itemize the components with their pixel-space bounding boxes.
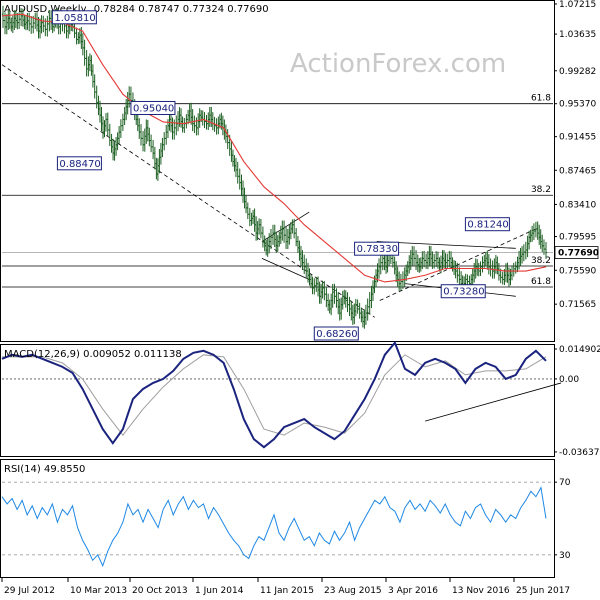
price-y-axis: 1.07215 1.03635 0.99282 0.95370 0.91455 0.874… <box>554 0 599 310</box>
annotation-text: 1.05810 <box>54 13 95 24</box>
rsi-title: RSI(14) 49.8550 <box>4 464 85 475</box>
price-symbol: AUDUSD,Weekly <box>4 4 87 15</box>
price-ohlc: 0.78284 0.78747 0.77324 0.77690 <box>94 4 269 15</box>
fib-label: 61.8 <box>531 94 551 104</box>
y-tick-label: 0.87465 <box>559 166 596 176</box>
annotation-text: 0.88470 <box>59 159 100 170</box>
price-title: AUDUSD,Weekly 0.78284 0.78747 0.77324 0.… <box>4 4 269 15</box>
current-price-box <box>554 246 599 259</box>
x-tick-label: 29 Jul 2012 <box>4 586 55 596</box>
macd-content <box>1 340 562 449</box>
price-annotations: 1.05810 0.95040 0.88470 0.78330 0.81240 0.732… <box>51 10 510 341</box>
annotation-box <box>130 100 176 115</box>
annotation-text: 0.78330 <box>357 244 398 255</box>
x-axis: 29 Jul 2012 10 Mar 2013 20 Oct 2013 1 Jun 2… <box>1 578 570 596</box>
rsi-y-axis: 70 30 <box>554 478 571 561</box>
y-tick-label: 0.014902 <box>559 345 600 355</box>
x-tick-label: 25 Jun 2017 <box>516 586 570 596</box>
y-tick-label: 0.91455 <box>559 133 596 143</box>
moving-average-line <box>1 13 547 283</box>
current-price-badge: 0.77690 <box>554 246 599 259</box>
rsi-content <box>1 481 553 568</box>
annotation-text: 0.81240 <box>467 220 508 231</box>
y-tick-label: 0.95370 <box>559 100 596 110</box>
fib-label: 38.2 <box>531 256 551 266</box>
y-tick-label: 0.99282 <box>559 67 596 77</box>
annotation-text: 0.68260 <box>316 329 357 340</box>
annotation-box <box>56 156 102 171</box>
price-annotation: 0.88470 <box>56 156 102 171</box>
trend-line <box>379 228 537 301</box>
annotation-box <box>313 326 359 341</box>
x-tick-label: 10 Mar 2013 <box>70 586 127 596</box>
trend-line <box>261 211 310 242</box>
price-annotation: 0.73280 <box>440 284 486 299</box>
x-tick-label: 3 Apr 2016 <box>388 586 438 596</box>
annotation-box <box>51 10 97 25</box>
price-moving-average <box>1 13 547 283</box>
y-tick-label: 0.00 <box>559 375 579 385</box>
macd-title: MACD(12,26,9) 0.009052 0.011138 <box>4 349 182 360</box>
price-annotation: 0.81240 <box>464 217 510 232</box>
x-tick-label: 20 Oct 2013 <box>132 586 188 596</box>
annotation-box <box>464 217 510 232</box>
y-tick-label: 0.75590 <box>559 266 596 276</box>
annotation-box <box>354 241 400 256</box>
y-tick-label: 70 <box>559 478 571 488</box>
y-tick-label: 1.07215 <box>559 0 596 10</box>
price-annotation: 0.95040 <box>130 100 176 115</box>
y-tick-label: 1.03635 <box>559 30 596 40</box>
y-tick-label: 0.71565 <box>559 300 596 310</box>
macd-line <box>1 340 547 449</box>
annotation-text: 0.95040 <box>133 103 174 114</box>
y-tick-label: -0.036374 <box>559 448 600 458</box>
fib-label: 61.8 <box>531 277 551 287</box>
annotation-text: 0.73280 <box>443 287 484 298</box>
current-price-value: 0.77690 <box>558 249 599 259</box>
x-tick-label: 11 Jan 2015 <box>260 586 314 596</box>
watermark: ActionForex.com <box>290 49 506 79</box>
trend-line <box>376 241 516 249</box>
annotation-box <box>440 284 486 299</box>
y-tick-label: 30 <box>559 551 571 561</box>
price-annotation: 0.68260 <box>313 326 359 341</box>
macd-y-axis: 0.014902 0.00 -0.036374 <box>554 345 600 458</box>
x-tick-label: 23 Aug 2015 <box>324 586 382 596</box>
x-tick-label: 13 Nov 2016 <box>452 586 510 596</box>
price-annotation: 0.78330 <box>354 241 400 256</box>
fib-label: 38.2 <box>531 185 551 195</box>
trend-line <box>261 258 310 280</box>
x-tick-label: 1 Jun 2014 <box>195 586 244 596</box>
y-tick-label: 0.79595 <box>559 233 596 243</box>
price-fib-levels: 61.8 38.2 38.2 61.8 <box>2 94 553 288</box>
trend-line <box>1 64 375 318</box>
macd-panel <box>0 344 555 457</box>
macd-trend-line <box>424 382 562 422</box>
y-tick-label: 0.83410 <box>559 200 596 210</box>
price-annotation: 1.05810 <box>51 10 97 25</box>
rsi-panel <box>0 459 555 578</box>
rsi-line <box>1 486 547 568</box>
